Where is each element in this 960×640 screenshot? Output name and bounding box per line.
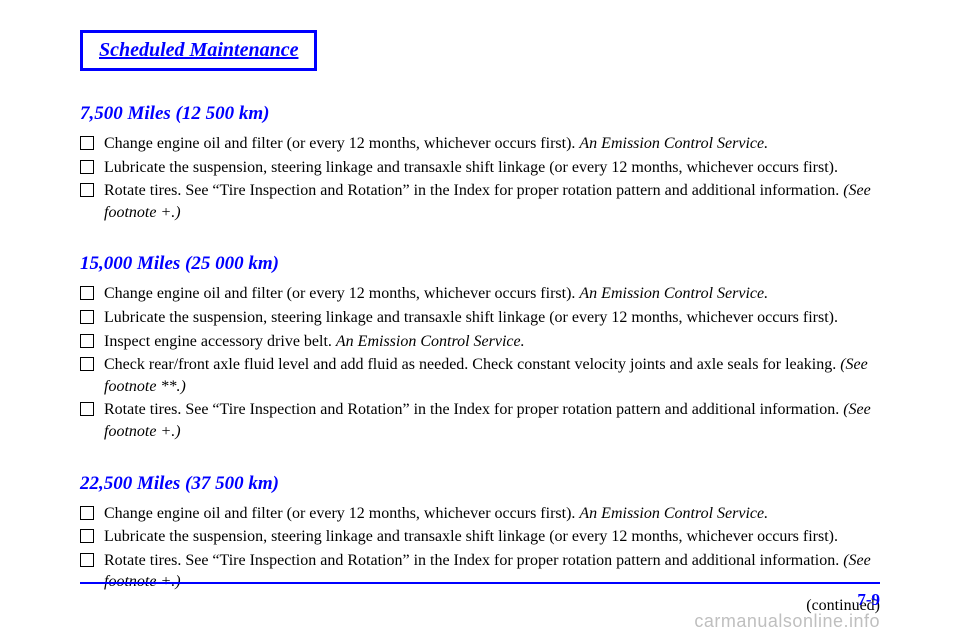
item-text: Inspect engine accessory drive belt. An … xyxy=(104,331,880,353)
watermark: carmanualsonline.info xyxy=(694,611,880,632)
item-text: Rotate tires. See “Tire Inspection and R… xyxy=(104,550,880,593)
item-text: Lubricate the suspension, steering linka… xyxy=(104,157,880,179)
checkbox-icon xyxy=(80,357,94,371)
section-body-15000: Change engine oil and filter (or every 1… xyxy=(80,283,880,442)
maintenance-item: Lubricate the suspension, steering linka… xyxy=(80,307,880,329)
item-text: Rotate tires. See “Tire Inspection and R… xyxy=(104,180,880,223)
footer-rule xyxy=(80,582,880,584)
maintenance-item: Rotate tires. See “Tire Inspection and R… xyxy=(80,550,880,593)
checkbox-icon xyxy=(80,553,94,567)
item-text: Lubricate the suspension, steering linka… xyxy=(104,307,880,329)
maintenance-item: Rotate tires. See “Tire Inspection and R… xyxy=(80,180,880,223)
section-heading-22500: 22,500 Miles (37 500 km) xyxy=(80,473,880,495)
checkbox-icon xyxy=(80,310,94,324)
maintenance-item: Check rear/front axle fluid level and ad… xyxy=(80,354,880,397)
item-text: Change engine oil and filter (or every 1… xyxy=(104,503,880,525)
checkbox-icon xyxy=(80,334,94,348)
checkbox-icon xyxy=(80,286,94,300)
checkbox-icon xyxy=(80,529,94,543)
section-heading-7500: 7,500 Miles (12 500 km) xyxy=(80,103,880,125)
page-number: 7-9 xyxy=(857,590,880,610)
checkbox-icon xyxy=(80,183,94,197)
section-body-22500: Change engine oil and filter (or every 1… xyxy=(80,503,880,593)
maintenance-item: Lubricate the suspension, steering linka… xyxy=(80,157,880,179)
section-body-7500: Change engine oil and filter (or every 1… xyxy=(80,133,880,223)
item-text: Change engine oil and filter (or every 1… xyxy=(104,133,880,155)
item-text: Check rear/front axle fluid level and ad… xyxy=(104,354,880,397)
maintenance-item: Inspect engine accessory drive belt. An … xyxy=(80,331,880,353)
maintenance-item: Lubricate the suspension, steering linka… xyxy=(80,526,880,548)
maintenance-item: Rotate tires. See “Tire Inspection and R… xyxy=(80,399,880,442)
checkbox-icon xyxy=(80,160,94,174)
maintenance-item: Change engine oil and filter (or every 1… xyxy=(80,503,880,525)
maintenance-item: Change engine oil and filter (or every 1… xyxy=(80,133,880,155)
item-text: Rotate tires. See “Tire Inspection and R… xyxy=(104,399,880,442)
item-text: Lubricate the suspension, steering linka… xyxy=(104,526,880,548)
scheduled-maintenance-badge: Scheduled Maintenance xyxy=(80,30,317,71)
checkbox-icon xyxy=(80,506,94,520)
item-text: Change engine oil and filter (or every 1… xyxy=(104,283,880,305)
maintenance-item: Change engine oil and filter (or every 1… xyxy=(80,283,880,305)
manual-page: Scheduled Maintenance 7,500 Miles (12 50… xyxy=(0,0,960,640)
checkbox-icon xyxy=(80,136,94,150)
checkbox-icon xyxy=(80,402,94,416)
section-heading-15000: 15,000 Miles (25 000 km) xyxy=(80,253,880,275)
